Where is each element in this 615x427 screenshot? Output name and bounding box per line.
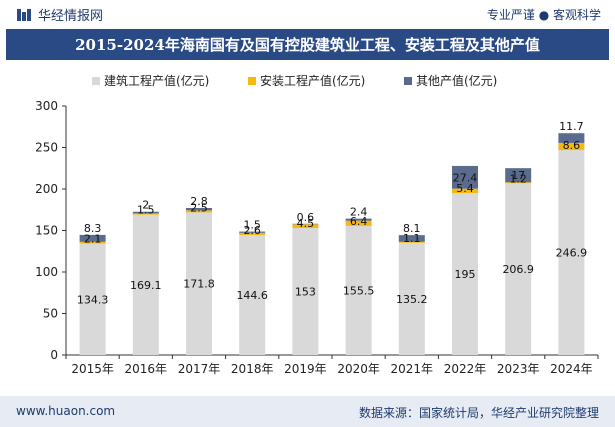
legend-label: 安装工程产值(亿元) (260, 73, 365, 88)
bar-segment (558, 133, 585, 143)
data-labels: 134.32.18.3169.11.52171.82.52.8144.62.61… (77, 120, 587, 306)
bar-segment (79, 243, 106, 355)
data-label: 17 (511, 169, 525, 182)
footer-website: www.huaon.com (16, 404, 116, 418)
bar-segment (239, 231, 266, 233)
data-label: 153 (295, 286, 316, 299)
y-tick-label: 150 (35, 224, 58, 238)
y-tick-label: 250 (35, 141, 58, 155)
bar-segment (558, 142, 585, 151)
data-label: 27.4 (453, 171, 478, 184)
data-label: 1.1 (403, 232, 421, 245)
data-label: 8.6 (563, 139, 581, 152)
data-label: 6.4 (350, 215, 368, 228)
data-label: 2.4 (350, 206, 368, 219)
bar-segment (132, 211, 159, 214)
footer: www.huaon.com 数据来源：国家统计局，华经产业研究院整理 (0, 396, 615, 427)
data-label: 144.6 (236, 289, 268, 302)
bar-segment (505, 168, 532, 183)
x-tick-label: 2018年 (231, 362, 274, 376)
y-tick-label: 200 (35, 182, 58, 196)
legend-label: 其他产值(亿元) (416, 73, 497, 88)
x-tick-label: 2015年 (71, 362, 114, 376)
huajing-logo-icon (17, 8, 31, 21)
data-label: 134.3 (77, 293, 109, 306)
x-tick-label: 2019年 (284, 362, 327, 376)
data-label: 5.4 (456, 182, 474, 195)
data-label: 1.5 (243, 219, 261, 232)
bar-segment (186, 210, 212, 213)
bar-segment (505, 182, 532, 184)
data-label: 171.8 (183, 278, 215, 291)
data-label: 206.9 (502, 263, 534, 276)
brand: 华经情报网 (16, 5, 103, 24)
bar-segment (186, 208, 212, 211)
data-label: 1.5 (137, 204, 155, 217)
data-label: 2.1 (84, 233, 102, 246)
legend-swatch (92, 77, 100, 85)
bar-segment (398, 241, 425, 243)
bar-segment (345, 220, 372, 226)
data-label: 0.6 (297, 211, 315, 224)
bar-segment (239, 234, 266, 355)
bar-segment (186, 212, 212, 355)
bar-segment (132, 214, 159, 355)
bar-segment (292, 224, 319, 229)
data-label: 169.1 (130, 279, 162, 292)
data-label: 8.1 (403, 222, 421, 235)
x-tick-label: 2022年 (444, 362, 487, 376)
bar-segment (345, 225, 372, 355)
footer-source: 数据来源：国家统计局，华经产业研究院整理 (358, 406, 599, 420)
brand-name: 华经情报网 (38, 9, 104, 24)
bar-segment (79, 234, 106, 242)
bar-segment (398, 242, 425, 355)
y-tick-label: 100 (35, 265, 58, 279)
data-label: 195 (455, 268, 476, 281)
x-tick-label: 2017年 (178, 362, 221, 376)
bars (79, 133, 585, 355)
bar-segment (239, 232, 266, 235)
bar-segment (345, 218, 372, 221)
legend-label: 建筑工程产值(亿元) (104, 73, 209, 88)
data-label: 4.5 (297, 217, 315, 230)
data-label: 1.2 (509, 172, 527, 185)
legend-swatch (248, 77, 256, 85)
x-tick-label: 2016年 (125, 362, 168, 376)
bar-segment (452, 193, 478, 355)
top-bar: 华经情报网 专业严谨 ● 客观科学 (0, 0, 615, 28)
bar-segment (452, 165, 478, 189)
bar-segment (505, 183, 532, 355)
data-label: 135.2 (396, 293, 428, 306)
data-label: 8.3 (84, 222, 102, 235)
data-label: 246.9 (556, 247, 588, 260)
bar-segment (292, 228, 319, 355)
slogan: 专业严谨 ● 客观科学 (486, 8, 601, 22)
bar-segment (398, 235, 425, 242)
data-label: 2 (142, 199, 149, 212)
data-label: 155.5 (343, 284, 375, 297)
data-label: 2.5 (190, 201, 208, 214)
x-tick-label: 2023年 (497, 362, 540, 376)
data-label: 2.6 (243, 224, 261, 237)
y-tick-label: 50 (43, 307, 58, 321)
bar-segment (132, 213, 159, 215)
x-tick-label: 2024年 (550, 362, 593, 376)
chart-title: 2015-2024年海南国有及国有控股建筑业工程、安装工程及其他产值 (6, 29, 609, 60)
bar-segment (558, 150, 585, 355)
bar-segment (79, 241, 106, 244)
data-label: 2.8 (190, 195, 208, 208)
y-tick-label: 0 (50, 348, 58, 362)
stacked-bar-chart: 建筑工程产值(亿元) 安装工程产值(亿元) 其他产值(亿元) 05010015020… (35, 73, 599, 376)
x-tick-label: 2021年 (391, 362, 434, 376)
legend: 建筑工程产值(亿元) 安装工程产值(亿元) 其他产值(亿元) (92, 73, 497, 88)
x-tick-label: 2020年 (337, 362, 380, 376)
legend-swatch (404, 77, 412, 85)
data-label: 11.7 (559, 120, 584, 133)
y-tick-label: 300 (35, 99, 58, 113)
bar-segment (452, 188, 478, 194)
